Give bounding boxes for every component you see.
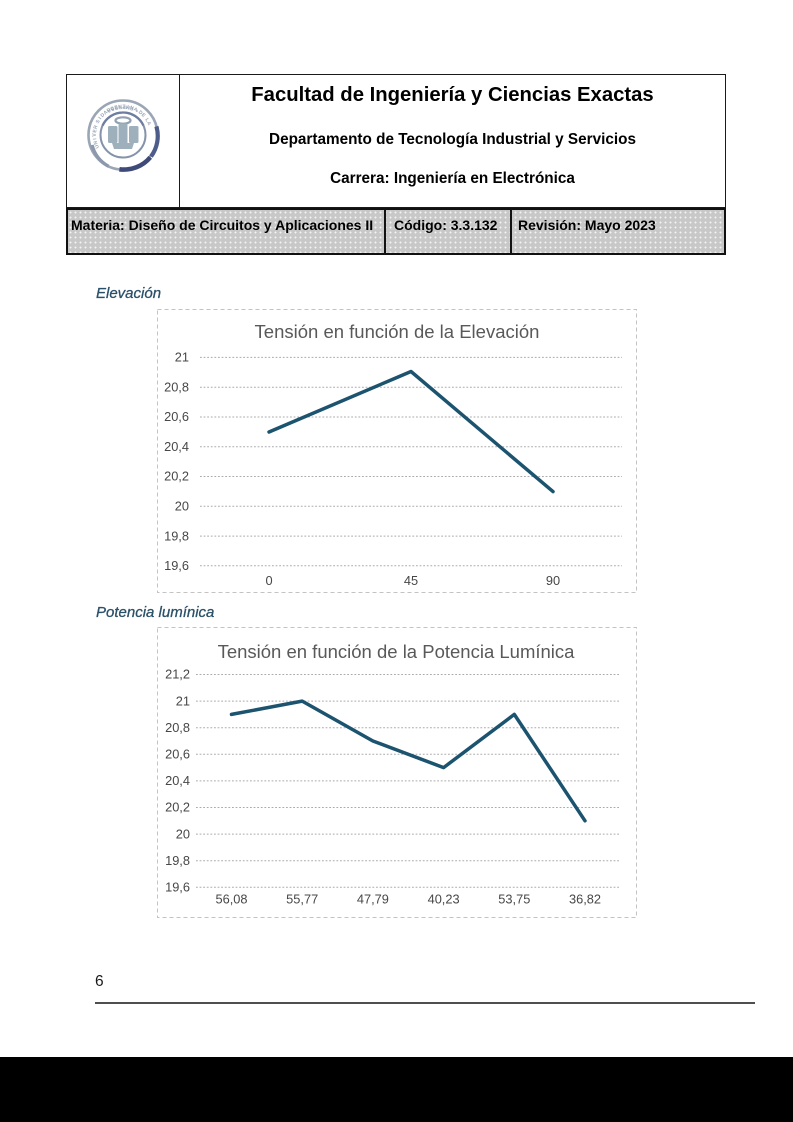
svg-text:36,82: 36,82 bbox=[569, 892, 601, 907]
svg-text:19,6: 19,6 bbox=[165, 880, 190, 895]
svg-text:D: D bbox=[137, 109, 144, 116]
svg-text:90: 90 bbox=[546, 573, 560, 588]
svg-text:S: S bbox=[109, 105, 115, 112]
svg-text:56,08: 56,08 bbox=[215, 892, 247, 907]
svg-text:53,75: 53,75 bbox=[498, 892, 530, 907]
svg-text:L: L bbox=[143, 117, 150, 123]
svg-text:20,2: 20,2 bbox=[165, 800, 190, 815]
svg-text:P: P bbox=[122, 103, 126, 109]
svg-text:45: 45 bbox=[404, 573, 418, 588]
svg-text:19,8: 19,8 bbox=[164, 528, 189, 543]
svg-text:20,6: 20,6 bbox=[164, 409, 189, 424]
svg-text:R: R bbox=[93, 124, 100, 129]
svg-text:I: I bbox=[92, 137, 98, 140]
svg-text:E: E bbox=[113, 104, 118, 111]
svg-text:N: N bbox=[93, 140, 100, 145]
svg-text:G: G bbox=[110, 105, 116, 112]
svg-text:21: 21 bbox=[175, 350, 189, 365]
svg-text:I: I bbox=[127, 104, 130, 110]
svg-text:21,2: 21,2 bbox=[165, 667, 190, 682]
svg-text:20,6: 20,6 bbox=[165, 747, 190, 762]
svg-text:20,8: 20,8 bbox=[164, 379, 189, 394]
svg-text:20: 20 bbox=[175, 499, 189, 514]
svg-text:19,6: 19,6 bbox=[164, 558, 189, 573]
svg-text:20,4: 20,4 bbox=[165, 773, 190, 788]
svg-text:21: 21 bbox=[176, 693, 190, 708]
svg-text:U: U bbox=[94, 143, 101, 149]
svg-text:A: A bbox=[132, 106, 138, 113]
svg-text:55,77: 55,77 bbox=[286, 892, 318, 907]
svg-text:I: I bbox=[98, 116, 104, 121]
svg-text:E: E bbox=[140, 112, 147, 119]
svg-text:Tensión en función de la Poten: Tensión en función de la Potencia Lumíni… bbox=[218, 641, 576, 662]
svg-text:S: S bbox=[95, 118, 102, 124]
svg-text:Tensión en función de la Eleva: Tensión en función de la Elevación bbox=[255, 321, 540, 342]
svg-text:A: A bbox=[102, 109, 109, 116]
svg-text:+: + bbox=[134, 107, 140, 114]
svg-text:D: D bbox=[99, 112, 106, 119]
svg-text:20,2: 20,2 bbox=[164, 469, 189, 484]
svg-text:A: A bbox=[105, 107, 111, 114]
svg-text:M: M bbox=[125, 104, 130, 111]
svg-text:19,8: 19,8 bbox=[165, 853, 190, 868]
svg-text:R: R bbox=[118, 103, 123, 109]
svg-text:20,4: 20,4 bbox=[164, 439, 189, 454]
svg-text:0: 0 bbox=[265, 573, 272, 588]
svg-text:47,79: 47,79 bbox=[357, 892, 389, 907]
svg-text:R: R bbox=[106, 107, 112, 114]
svg-text:T: T bbox=[122, 104, 125, 110]
svg-text:E: E bbox=[114, 104, 119, 111]
svg-text:A: A bbox=[145, 121, 152, 127]
svg-text:20,8: 20,8 bbox=[165, 720, 190, 735]
svg-text:40,23: 40,23 bbox=[428, 892, 460, 907]
svg-text:V: V bbox=[92, 133, 98, 137]
svg-text:N: N bbox=[118, 104, 123, 110]
svg-text:E: E bbox=[129, 104, 135, 111]
svg-text:20: 20 bbox=[176, 826, 190, 841]
svg-text:E: E bbox=[92, 128, 98, 133]
svg-text:N: N bbox=[129, 105, 135, 112]
